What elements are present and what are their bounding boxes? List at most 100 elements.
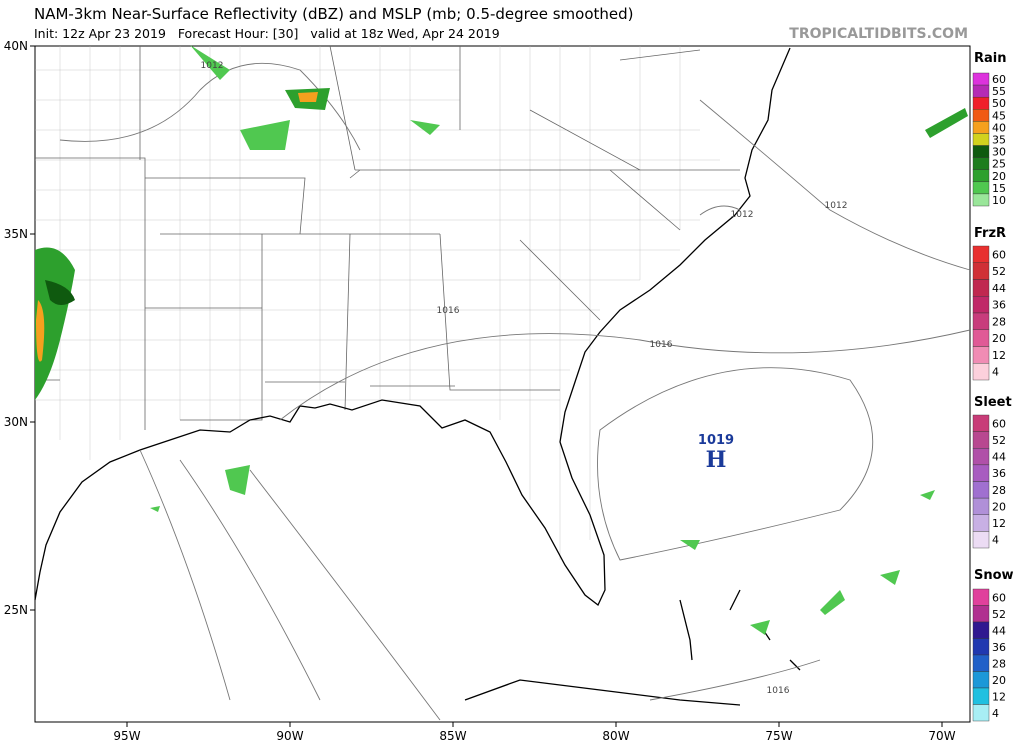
- legend-value: 28: [992, 657, 1006, 670]
- legend-value: 52: [992, 434, 1006, 447]
- title: NAM-3km Near-Surface Reflectivity (dBZ) …: [34, 5, 634, 23]
- legend-swatch: [972, 133, 990, 146]
- islands: [464, 589, 801, 706]
- legend-swatch: [972, 262, 990, 280]
- legend-swatch: [972, 245, 990, 263]
- isobar-label: 1016: [437, 306, 460, 316]
- isobar-label: 1012: [731, 210, 754, 220]
- legend-title: FrzR: [974, 226, 1006, 241]
- legend-swatch: [972, 431, 990, 449]
- legends: Rain6055504540353025201510FrzR6052443628…: [972, 51, 1014, 722]
- legend-value: 40: [992, 121, 1006, 134]
- legend-swatch: [972, 109, 990, 122]
- legend-value: 60: [992, 248, 1006, 261]
- legend-swatch: [972, 312, 990, 330]
- isobar-label: 1012: [201, 61, 224, 71]
- legend-value: 28: [992, 315, 1006, 328]
- legend-swatch: [972, 96, 990, 110]
- legend-swatch: [972, 84, 990, 98]
- lat-tick-label: 30N: [4, 415, 28, 429]
- legend-value: 36: [992, 299, 1006, 312]
- legend-swatch: [972, 279, 990, 297]
- isobar-label: 1012: [825, 201, 848, 211]
- lat-tick-label: 25N: [4, 603, 28, 617]
- legend-value: 20: [992, 332, 1006, 345]
- map: 40N 35N 30N 25N 95W 90W 85W 80W 75W 70W 1012 1012 1…: [4, 39, 971, 743]
- legend-swatch: [972, 363, 990, 381]
- legend-swatch: [972, 169, 990, 183]
- legend-swatch: [972, 72, 990, 86]
- legend-swatch: [972, 448, 990, 466]
- legend-swatch: [972, 605, 990, 623]
- legend-title: Snow: [974, 568, 1014, 583]
- legend-value: 30: [992, 146, 1006, 159]
- high-pressure-value: 1019: [698, 433, 734, 448]
- legend-swatch: [972, 531, 990, 549]
- legend-swatch: [972, 704, 990, 722]
- lon-tick-label: 75W: [765, 729, 792, 742]
- legend-value: 12: [992, 517, 1006, 530]
- lon-tick-label: 80W: [602, 729, 629, 742]
- legend-title: Rain: [974, 51, 1007, 66]
- lon-tick-label: 90W: [276, 729, 303, 742]
- legend-swatch: [972, 588, 990, 606]
- county-lines: [35, 46, 740, 560]
- legend-value: 50: [992, 97, 1006, 110]
- legend-value: 35: [992, 134, 1006, 147]
- isobars: [59, 62, 971, 721]
- legend-value: 25: [992, 158, 1006, 171]
- high-pressure-symbol: H: [706, 447, 727, 473]
- legend-swatch: [972, 329, 990, 347]
- legend-value: 44: [992, 624, 1006, 637]
- legend-value: 44: [992, 282, 1006, 295]
- legend-value: 45: [992, 109, 1006, 122]
- legend-swatch: [972, 671, 990, 689]
- legend-swatch: [972, 193, 990, 207]
- legend-value: 36: [992, 641, 1006, 654]
- legend-value: 12: [992, 690, 1006, 703]
- legend-swatch: [972, 514, 990, 532]
- legend-value: 52: [992, 265, 1006, 278]
- legend-value: 52: [992, 608, 1006, 621]
- legend-value: 20: [992, 500, 1006, 513]
- legend-swatch: [972, 296, 990, 314]
- legend-value: 36: [992, 467, 1006, 480]
- legend-value: 15: [992, 182, 1006, 195]
- legend-swatch: [972, 497, 990, 515]
- coastline: [34, 47, 791, 607]
- state-lines: [35, 45, 740, 430]
- legend-swatch: [972, 414, 990, 432]
- legend-value: 60: [992, 417, 1006, 430]
- legend-value: 10: [992, 194, 1006, 207]
- legend-swatch: [972, 121, 990, 134]
- legend-swatch: [972, 346, 990, 364]
- legend-swatch: [972, 464, 990, 482]
- subtitle: Init: 12z Apr 23 2019 Forecast Hour: [30…: [34, 26, 500, 41]
- isobar-label: 1016: [650, 340, 673, 350]
- lat-tick-label: 35N: [4, 227, 28, 241]
- legend-swatch: [972, 157, 990, 170]
- legend-value: 4: [992, 366, 999, 379]
- legend-value: 60: [992, 73, 1006, 86]
- lat-tick-label: 40N: [4, 39, 28, 53]
- legend-value: 55: [992, 85, 1006, 98]
- watermark: TROPICALTIDBITS.COM: [789, 26, 968, 42]
- legend-swatch: [972, 638, 990, 656]
- legend-value: 44: [992, 451, 1006, 464]
- legend-swatch: [972, 181, 990, 195]
- lon-tick-label: 85W: [439, 729, 466, 742]
- legend-swatch: [972, 654, 990, 672]
- legend-value: 4: [992, 707, 999, 720]
- legend-swatch: [972, 621, 990, 639]
- legend-title: Sleet: [974, 395, 1012, 410]
- map-frame: [34, 45, 971, 723]
- isobar-label: 1016: [767, 686, 790, 696]
- lon-tick-label: 95W: [113, 729, 140, 742]
- legend-value: 28: [992, 484, 1006, 497]
- legend-value: 4: [992, 534, 999, 547]
- legend-value: 20: [992, 170, 1006, 183]
- lon-tick-label: 70W: [928, 729, 955, 742]
- legend-value: 20: [992, 674, 1006, 687]
- reflectivity: [35, 45, 968, 635]
